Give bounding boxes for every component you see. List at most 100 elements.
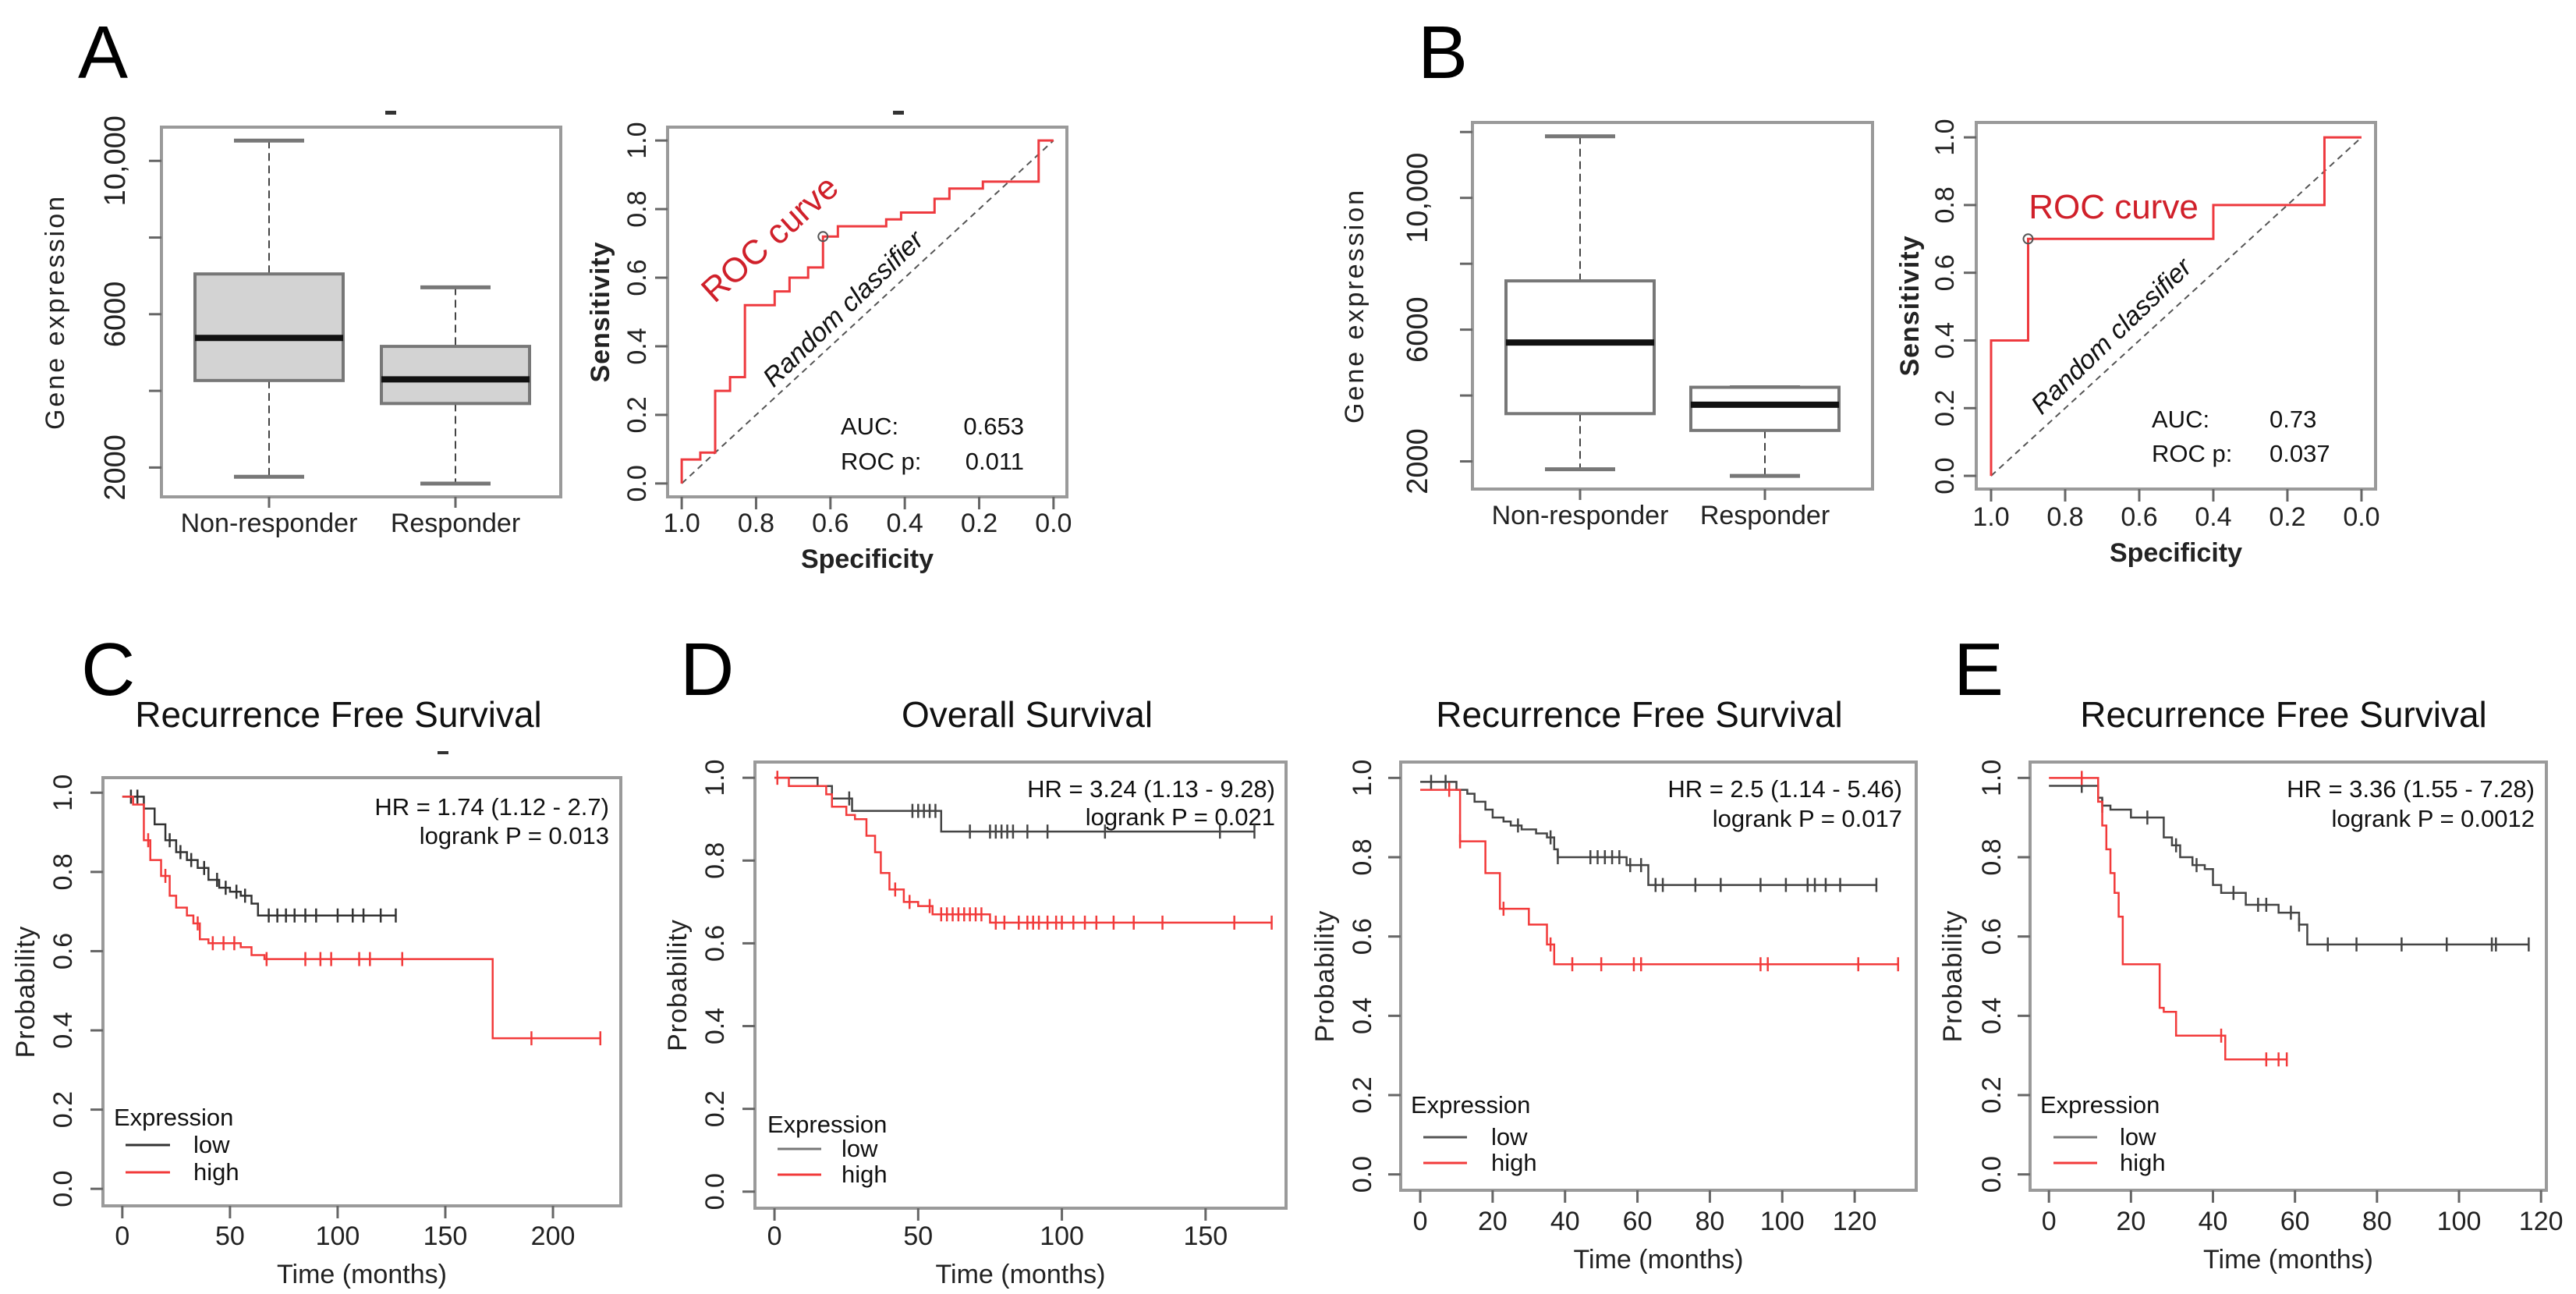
plot-frame (2029, 760, 2548, 1192)
survival-curve-low (122, 796, 396, 916)
stat-value: 0.011 (966, 448, 1024, 475)
chart-panel-d-kaplan-meier: 0.0 0.2 0.4 0.6 0.8 1.0 Probability 0 20 40 60 80 10… (1310, 694, 1918, 1275)
y-tick-label: 0.6 (48, 933, 78, 970)
legend-title: Expression (767, 1111, 887, 1138)
x-tick-label: 60 (2280, 1207, 2310, 1236)
y-tick-label: 1.0 (700, 760, 730, 796)
panel-label-e: E (1954, 628, 2004, 711)
chart-title: Recurrence Free Survival (135, 694, 542, 735)
legend-entry-low: low (193, 1131, 230, 1158)
y-tick-label: 6000 (1401, 296, 1434, 363)
y-tick-label: 1.0 (622, 122, 652, 159)
y-tick-label: 6000 (99, 282, 132, 348)
roc-curve (680, 139, 1054, 484)
chart-panel-c-kaplan-meier: 0.0 0.2 0.4 0.6 0.8 1.0 Probability 0 50 100 150 20… (11, 694, 622, 1289)
iqr-box (1504, 279, 1656, 416)
y-tick-label: 10,000 (99, 115, 132, 206)
chart-panel-b-roc: 0.0 0.2 0.4 0.6 0.8 1.0 Sensitivity 1.0 0.8 0.6 0.… (1895, 119, 2380, 568)
logrank-p-text: logrank P = 0.0012 (2331, 805, 2535, 832)
chart-panel-d-kaplan-meier: 0.0 0.2 0.4 0.6 0.8 1.0 Probability 0 50 100 150 Ti… (663, 694, 1288, 1289)
y-tick-label: 0.0 (700, 1173, 730, 1210)
y-tick-label: 0.6 (1930, 254, 1960, 291)
random-classifier-line (1990, 136, 2362, 477)
x-tick-label: 120 (1833, 1207, 1877, 1236)
y-axis-title: Probability (1938, 910, 1968, 1043)
x-axis-title: Time (months) (936, 1260, 1106, 1289)
x-tick-label: 80 (2362, 1207, 2392, 1236)
x-tick-label: 20 (2116, 1207, 2145, 1236)
category-label: Responder (391, 509, 520, 538)
y-tick-label: 0.4 (48, 1012, 78, 1048)
y-tick-label: 0.4 (1930, 322, 1960, 359)
plot-frame (160, 126, 562, 498)
y-tick-label: 10,000 (1401, 153, 1434, 243)
legend-entry-high: high (1491, 1149, 1537, 1176)
y-tick-label: 0.4 (1977, 998, 2007, 1034)
y-axis-title: Gene expression (41, 194, 70, 430)
box-1: Responder (1689, 385, 1841, 530)
y-tick-label: 1.0 (1977, 760, 2007, 796)
stat-value: 0.653 (963, 413, 1024, 440)
y-tick-label: 0.6 (1348, 918, 1377, 955)
y-tick-label: 0.8 (1977, 838, 2007, 875)
x-tick-label: 150 (423, 1221, 468, 1251)
x-tick-label: 40 (1550, 1207, 1580, 1236)
y-tick-label: 0.4 (700, 1008, 730, 1044)
legend-entry-low: low (1491, 1123, 1528, 1150)
stat-value: 0.73 (2270, 406, 2316, 433)
x-tick-label: 40 (2199, 1207, 2228, 1236)
x-tick-label: 120 (2519, 1207, 2564, 1236)
survival-curve-low (774, 776, 1255, 833)
y-tick-label: 0.2 (1348, 1076, 1377, 1113)
survival-curve-high (1420, 789, 1898, 966)
chart-title: Recurrence Free Survival (2080, 694, 2487, 735)
y-axis-title: Gene expression (1340, 188, 1369, 424)
stat-label: AUC: (2152, 406, 2209, 433)
legend-entry-high: high (2120, 1149, 2166, 1176)
x-tick-label: 80 (1695, 1207, 1725, 1236)
chart-panel-e-kaplan-meier: 0.0 0.2 0.4 0.6 0.8 1.0 Probability 0 20 40 60 80 10… (1938, 694, 2564, 1275)
dash-mark (893, 111, 904, 115)
y-tick-label: 2000 (1401, 428, 1434, 495)
stat-value: 0.037 (2270, 440, 2330, 467)
iqr-box (193, 272, 345, 382)
x-tick-label: 0.6 (2121, 502, 2157, 532)
legend-entry-low: low (2120, 1123, 2156, 1150)
x-tick-label: 20 (1478, 1207, 1508, 1236)
stat-label: ROC p: (841, 448, 921, 475)
x-tick-label: 150 (1183, 1221, 1228, 1251)
y-tick-label: 1.0 (1348, 760, 1377, 796)
y-axis-title: Probability (11, 926, 41, 1058)
y-tick-label: 0.8 (48, 853, 78, 890)
x-tick-label: 0.4 (887, 509, 923, 538)
y-tick-label: 0.6 (1977, 918, 2007, 955)
y-tick-label: 0.6 (700, 925, 730, 962)
hazard-ratio-text: HR = 3.36 (1.55 - 7.28) (2287, 775, 2535, 803)
y-tick-label: 0.0 (1930, 457, 1960, 494)
plot-frame (1399, 760, 1918, 1192)
box-1: Responder (380, 285, 531, 538)
x-axis-title: Time (months) (277, 1260, 447, 1289)
threshold-point (817, 231, 829, 243)
plot-frame (753, 760, 1288, 1210)
y-tick-label: 0.8 (1930, 186, 1960, 223)
logrank-p-text: logrank P = 0.013 (420, 822, 609, 849)
x-axis-title: Specificity (801, 544, 934, 574)
y-axis-title: Sensitivity (1895, 235, 1925, 376)
x-tick-label: 0 (1413, 1207, 1428, 1236)
dash-mark (438, 751, 448, 754)
survival-curve-high (2049, 777, 2287, 1061)
threshold-point (2022, 233, 2034, 245)
x-tick-label: 0.6 (812, 509, 849, 538)
category-label: Non-responder (181, 509, 358, 538)
panel-label-a: A (78, 11, 128, 94)
x-tick-label: 0 (2042, 1207, 2057, 1236)
box-0: Non-responder (1492, 134, 1668, 530)
legend-title: Expression (2040, 1091, 2160, 1119)
y-tick-label: 0.0 (1977, 1156, 2007, 1193)
box-0: Non-responder (181, 138, 358, 538)
panel-label-d: D (680, 628, 734, 711)
dash-mark (385, 111, 396, 115)
category-label: Responder (1700, 501, 1830, 530)
